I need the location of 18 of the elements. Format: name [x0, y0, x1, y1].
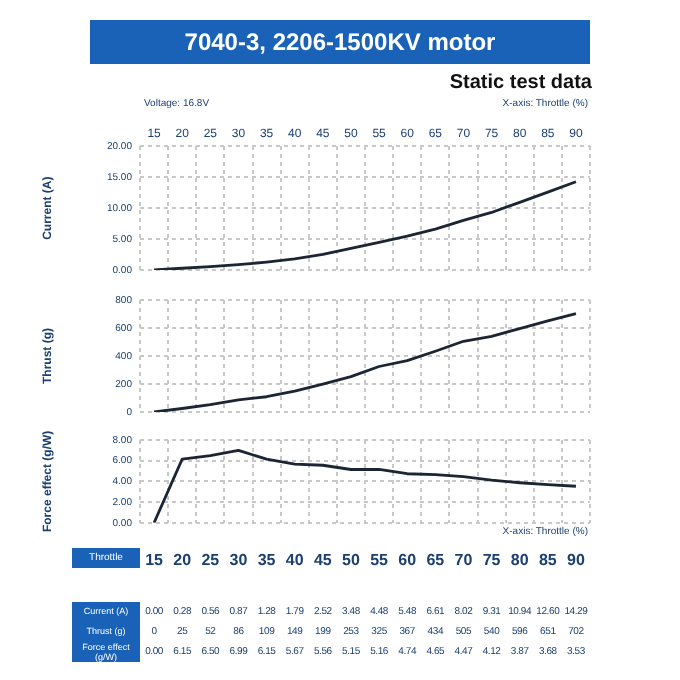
x-tick-label: 30: [229, 550, 249, 569]
x-tick-label: 75: [482, 550, 502, 569]
x-tick-label: 60: [398, 550, 418, 569]
x-tick-label: 20: [173, 550, 193, 569]
x-tick-label: 55: [370, 550, 390, 569]
x-tick-label: 35: [257, 550, 277, 569]
x-tick-label: 15: [145, 550, 165, 569]
x-tick-label: 50: [342, 550, 361, 569]
x-tick-label: 65: [426, 550, 446, 569]
x-tick-label: 45: [313, 550, 333, 569]
x-tick-label: 90: [567, 550, 586, 569]
x-tick-label: 70: [454, 550, 474, 569]
x-tick-label: 40: [285, 550, 305, 569]
chart-subtitle: Static test data: [449, 72, 592, 94]
x-tick-label: 80: [510, 550, 530, 569]
chart-title: 7040-3, 2206-1500KV motor: [90, 20, 590, 64]
x-tick-label: 85: [538, 550, 558, 569]
x-tick-label: 25: [201, 550, 221, 569]
